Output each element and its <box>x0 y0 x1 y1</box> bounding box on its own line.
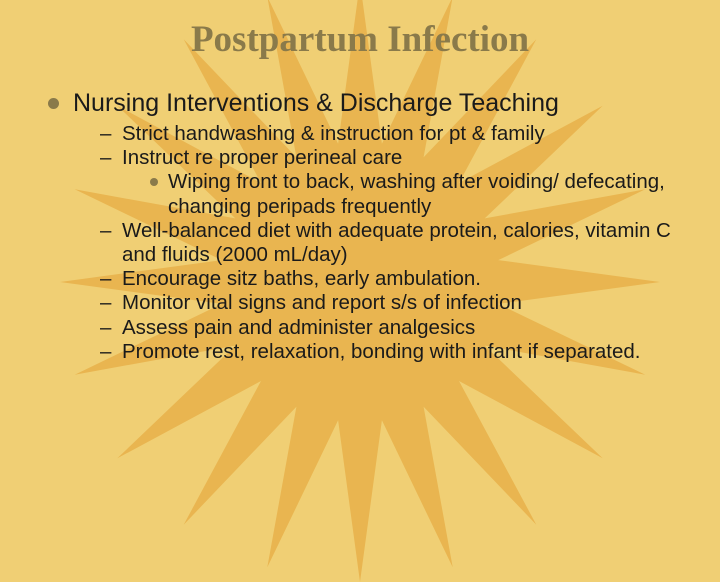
list-item: – Encourage sitz baths, early ambulation… <box>100 267 680 291</box>
list-item: – Promote rest, relaxation, bonding with… <box>100 340 680 364</box>
list-item: Wiping front to back, washing after void… <box>150 170 680 218</box>
list-item: – Strict handwashing & instruction for p… <box>100 122 680 146</box>
dash-icon: – <box>100 340 122 364</box>
list-item: – Instruct re proper perineal care Wipin… <box>100 146 680 219</box>
dash-icon: – <box>100 267 122 291</box>
slide-title: Postpartum Infection <box>40 18 680 61</box>
list-item-text: Promote rest, relaxation, bonding with i… <box>122 340 680 364</box>
level1-item: Nursing Interventions & Discharge Teachi… <box>48 89 680 118</box>
list-item-text: Assess pain and administer analgesics <box>122 316 680 340</box>
dash-icon: – <box>100 291 122 315</box>
dash-icon: – <box>100 146 122 170</box>
dash-icon: – <box>100 316 122 340</box>
bullet-icon <box>150 178 158 186</box>
list-item: – Assess pain and administer analgesics <box>100 316 680 340</box>
list-item-text: Wiping front to back, washing after void… <box>168 170 680 218</box>
list-item: – Well-balanced diet with adequate prote… <box>100 219 680 267</box>
dash-icon: – <box>100 122 122 146</box>
slide-content: Postpartum Infection Nursing Interventio… <box>0 0 720 364</box>
level3-list: Wiping front to back, washing after void… <box>150 170 680 218</box>
list-item-text: Well-balanced diet with adequate protein… <box>122 219 680 267</box>
dash-icon: – <box>100 219 122 243</box>
list-item: – Monitor vital signs and report s/s of … <box>100 291 680 315</box>
list-item-text: Strict handwashing & instruction for pt … <box>122 122 680 146</box>
list-item-label: Instruct re proper perineal care <box>122 146 402 169</box>
list-item-text: Encourage sitz baths, early ambulation. <box>122 267 680 291</box>
level1-text: Nursing Interventions & Discharge Teachi… <box>73 89 559 118</box>
bullet-icon <box>48 98 59 109</box>
list-item-text: Instruct re proper perineal care Wiping … <box>122 146 680 219</box>
list-item-text: Monitor vital signs and report s/s of in… <box>122 291 680 315</box>
level2-list: – Strict handwashing & instruction for p… <box>100 122 680 364</box>
